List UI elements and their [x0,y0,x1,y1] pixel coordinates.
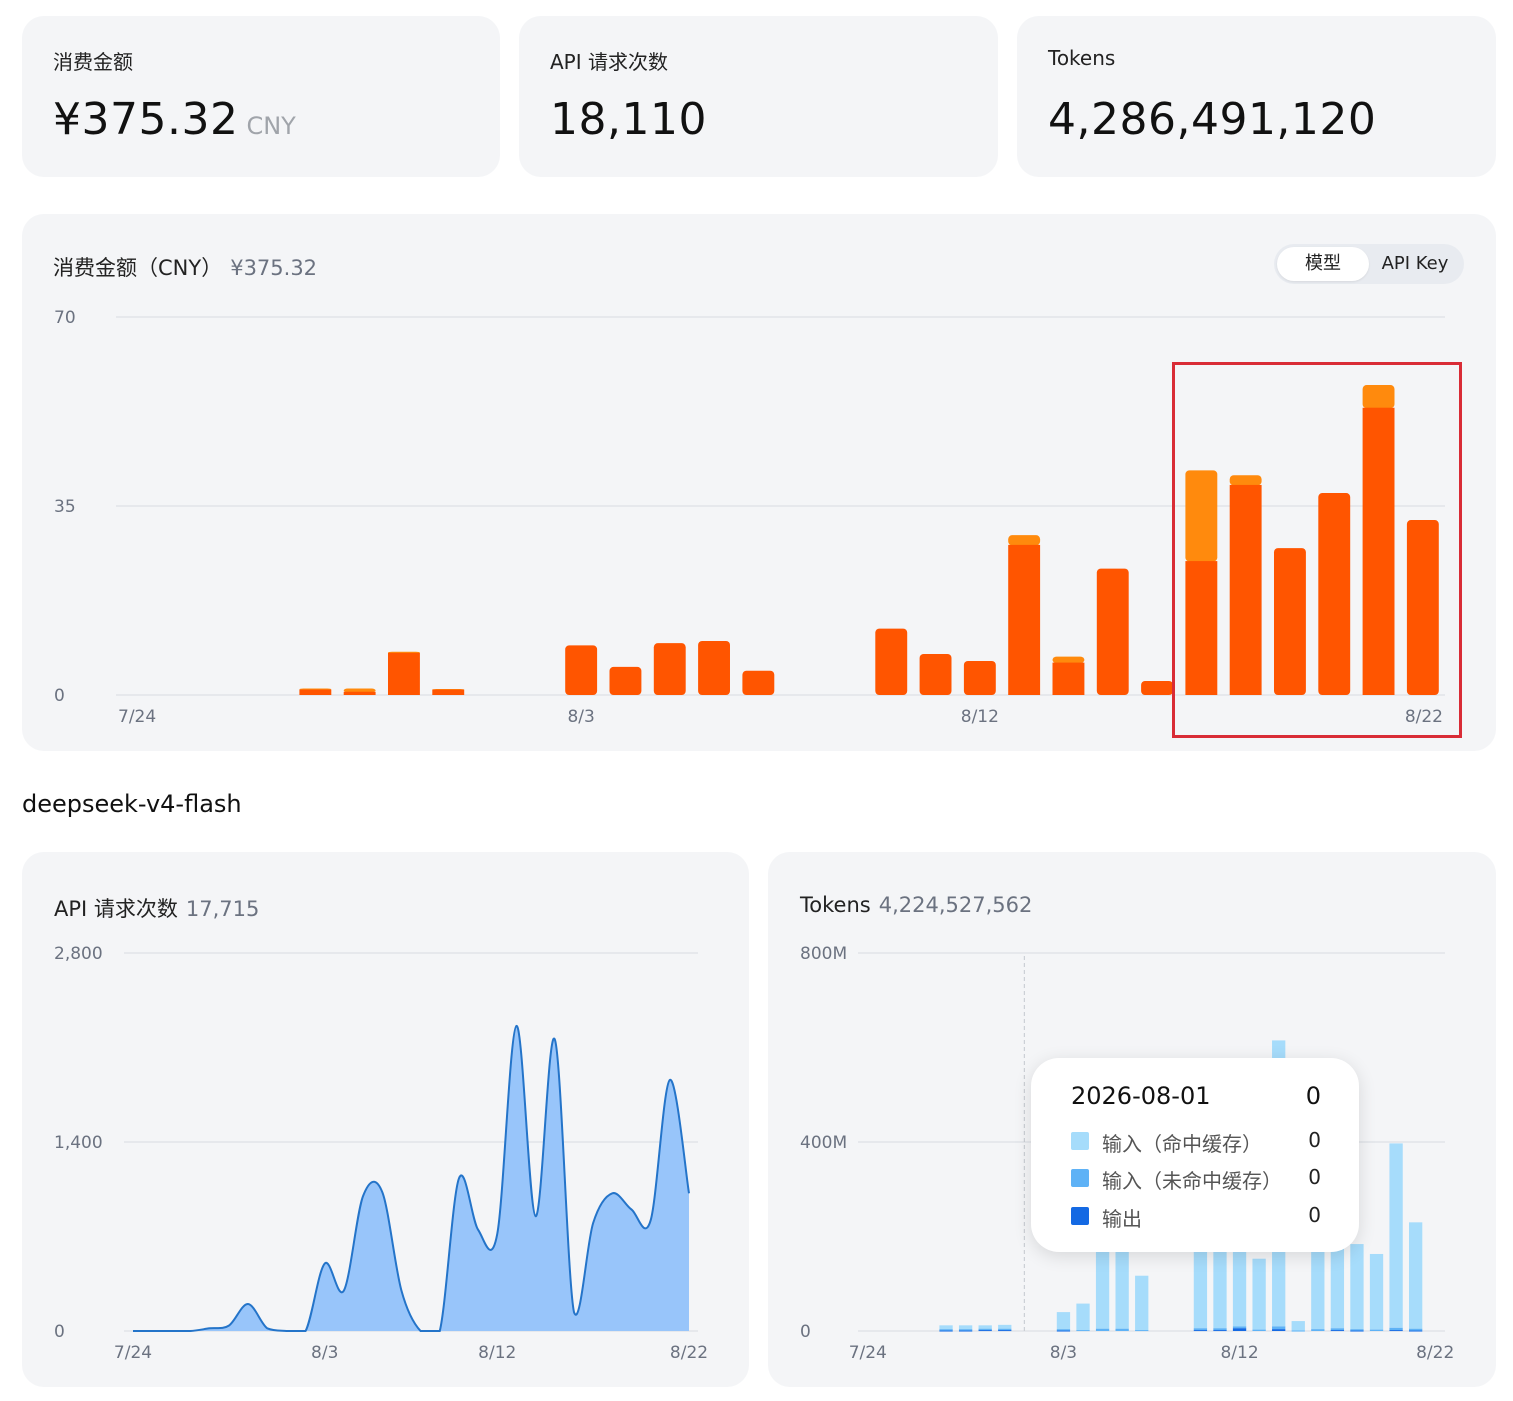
tooltip-total: 0 [1305,1082,1321,1110]
tooltip-row-cache-hit: 输入（命中缓存） 0 [1071,1128,1321,1156]
stat-value: 4,286,491,120 [1048,94,1377,145]
highlight-box [1172,362,1462,738]
stat-label: API 请求次数 [550,50,668,74]
stat-card-cost: 消费金额 ¥375.32 CNY [22,16,500,177]
stat-label: 消费金额 [53,50,133,74]
stat-unit: CNY [246,112,296,140]
requests-chart-title-text: API 请求次数 [54,897,178,921]
legend-swatch-output [1071,1207,1089,1225]
tooltip-row-output: 输出 0 [1071,1203,1321,1231]
tooltip-date: 2026-08-01 [1071,1082,1211,1110]
tokens-chart-title-text: Tokens [800,893,871,917]
stat-label: Tokens [1048,46,1116,70]
tooltip-row-label: 输入（命中缓存） [1102,1132,1262,1156]
requests-chart-total: 17,715 [185,897,260,921]
legend-swatch-cache-miss [1071,1169,1089,1187]
cost-chart-title: 消费金额（CNY） ¥375.32 [53,252,317,282]
toggle-api-key[interactable]: API Key [1381,253,1449,274]
model-section-heading: deepseek-v4-flash [22,790,242,818]
stat-value-number: ¥375.32 [53,94,239,145]
cost-chart-total: ¥375.32 [230,256,318,280]
toggle-model[interactable]: 模型 [1277,247,1369,281]
tokens-chart-total: 4,224,527,562 [878,893,1033,917]
stat-value: ¥375.32 CNY [53,94,296,145]
cost-chart-title-text: 消费金额（CNY） [53,256,223,280]
group-by-toggle: 模型 API Key [1274,244,1464,284]
tooltip-row-label: 输出 [1102,1207,1142,1231]
tooltip-row-value: 0 [1308,1165,1321,1189]
tokens-chart-title: Tokens 4,224,527,562 [800,893,1032,917]
legend-swatch-cache-hit [1071,1132,1089,1150]
tooltip-row-value: 0 [1308,1203,1321,1227]
stat-card-requests: API 请求次数 18,110 [519,16,998,177]
requests-chart-panel: API 请求次数 17,715 [22,852,749,1387]
tooltip-row-cache-miss: 输入（未命中缓存） 0 [1071,1165,1321,1193]
tooltip-row-value: 0 [1308,1128,1321,1152]
stat-card-tokens: Tokens 4,286,491,120 [1017,16,1496,177]
tooltip-row-label: 输入（未命中缓存） [1102,1169,1282,1193]
chart-tooltip: 2026-08-01 0 输入（命中缓存） 0 输入（未命中缓存） 0 输出 0 [1031,1058,1359,1252]
stat-value: 18,110 [550,94,707,145]
requests-chart-title: API 请求次数 17,715 [54,893,259,923]
